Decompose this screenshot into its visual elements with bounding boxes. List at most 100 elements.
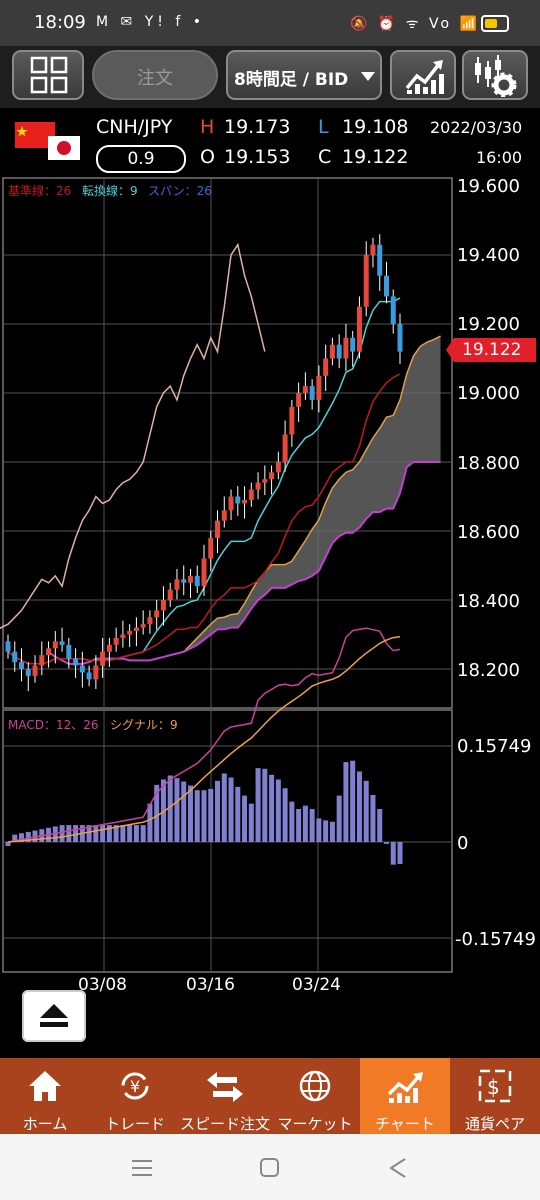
candle-body xyxy=(79,665,85,673)
candle-body xyxy=(181,579,187,583)
home-button-icon[interactable] xyxy=(259,1157,281,1179)
order-button[interactable]: 注文 xyxy=(92,50,218,100)
svg-text:$: $ xyxy=(487,1075,500,1099)
candle-body xyxy=(208,537,214,559)
legend-kijun: 基準線：26 xyxy=(8,184,72,198)
candle-body xyxy=(25,669,31,676)
y-tick: 19.400 xyxy=(457,245,520,266)
macd-histogram-bar xyxy=(100,825,106,842)
recent-apps-icon[interactable] xyxy=(130,1158,154,1178)
macd-histogram-bar xyxy=(120,825,126,842)
cloud-area xyxy=(48,336,441,664)
macd-histogram-bar xyxy=(93,825,99,842)
back-icon[interactable] xyxy=(388,1157,408,1179)
nav-trade[interactable]: ¥ トレード xyxy=(90,1058,180,1134)
macd-panel xyxy=(5,627,403,865)
macd-histogram-bar xyxy=(201,790,207,842)
candle-body xyxy=(52,641,58,649)
chikou-line xyxy=(0,242,266,630)
candle-body xyxy=(309,386,315,400)
candle-body xyxy=(296,393,302,407)
system-nav-bar xyxy=(0,1134,540,1200)
candle-body xyxy=(160,600,166,611)
quote-date: 2022/03/30 xyxy=(430,118,523,137)
spread-badge: 0.9 xyxy=(96,145,186,173)
candle-body xyxy=(73,658,79,666)
chart-type-button[interactable] xyxy=(390,50,456,100)
macd-histogram-bar xyxy=(282,788,288,842)
close-value: 19.122 xyxy=(342,146,409,168)
legend-span: スパン：26 xyxy=(148,184,212,198)
macd-histogram-bar xyxy=(356,771,362,842)
candle-body xyxy=(235,496,241,504)
macd-histogram-bar xyxy=(66,825,72,842)
macd-histogram-bar xyxy=(275,779,281,842)
macd-histogram-bar xyxy=(221,773,227,842)
candle-body xyxy=(12,651,18,663)
price-chart[interactable] xyxy=(0,176,540,998)
macd-panel-frame xyxy=(2,709,453,973)
y-tick: 18.800 xyxy=(457,453,520,474)
nav-market[interactable]: マーケット xyxy=(270,1058,360,1134)
macd-histogram-bar xyxy=(390,842,396,865)
low-value: 19.108 xyxy=(342,116,409,138)
macd-histogram-bar xyxy=(12,834,18,842)
x-tick: 03/16 xyxy=(186,975,235,995)
macd-histogram-bar xyxy=(343,762,349,842)
candle-body xyxy=(201,558,207,587)
candle-body xyxy=(187,575,193,583)
high-value: 19.173 xyxy=(224,116,291,138)
menu-grid-button[interactable] xyxy=(12,50,84,100)
japan-flag-icon xyxy=(48,136,80,160)
macd-histogram-bar xyxy=(248,803,254,842)
macd-histogram-bar xyxy=(113,825,119,842)
candle-body xyxy=(302,386,308,393)
nav-home[interactable]: ホーム xyxy=(0,1058,90,1134)
collapse-chart-button[interactable] xyxy=(22,990,86,1042)
candle-body xyxy=(106,644,112,652)
candle-body xyxy=(66,644,72,659)
chevron-down-icon xyxy=(361,72,375,81)
macd-tick: -0.15749 xyxy=(455,929,536,950)
candle-body xyxy=(248,489,254,500)
period-label: 8時間足 / BID xyxy=(234,70,349,90)
candle-body xyxy=(154,610,160,618)
macd-histogram-bar xyxy=(73,825,79,842)
system-status-icons: 🔕 ⏰ ᯤ Vo 📶 xyxy=(350,16,480,32)
grid-icon xyxy=(30,56,68,94)
candle-body xyxy=(336,344,342,359)
status-bar: 18:09 M ✉ Y! f • 🔕 ⏰ ᯤ Vo 📶 xyxy=(0,0,540,46)
y-tick: 19.000 xyxy=(457,383,520,404)
macd-histogram-bar xyxy=(52,826,58,842)
battery-icon xyxy=(481,15,509,32)
legend-macd: MACD：12、26 xyxy=(8,718,99,732)
macd-histogram-bar xyxy=(154,784,160,842)
candle-body xyxy=(86,672,92,680)
macd-histogram-bar xyxy=(194,790,200,842)
macd-histogram-bar xyxy=(208,788,214,842)
legend-signal: シグナル：9 xyxy=(110,718,178,732)
candle-body xyxy=(275,462,281,473)
macd-histogram-bar xyxy=(187,785,193,842)
nav-currency-pair[interactable]: $ 通貨ペア xyxy=(450,1058,540,1134)
nav-label: トレード xyxy=(104,1115,165,1133)
macd-histogram-bar xyxy=(215,780,221,842)
candle-body xyxy=(228,496,234,511)
nav-speed-order[interactable]: スピード注文 xyxy=(180,1058,270,1134)
candle-body xyxy=(363,255,369,307)
candle-body xyxy=(46,648,52,656)
macd-histogram-bar xyxy=(262,768,268,842)
currency-pair-icon: $ xyxy=(478,1069,512,1103)
chart-settings-button[interactable] xyxy=(462,50,528,100)
macd-histogram-bar xyxy=(296,808,302,842)
candle-body xyxy=(262,479,268,483)
notification-icons: M ✉ Y! f • xyxy=(96,14,205,30)
nav-chart[interactable]: チャート xyxy=(360,1058,450,1134)
macd-histogram-bar xyxy=(167,775,173,842)
svg-text:¥: ¥ xyxy=(130,1077,140,1096)
macd-histogram-bar xyxy=(363,780,369,842)
candle-body xyxy=(390,296,396,324)
candle-body xyxy=(221,510,227,521)
period-select[interactable]: 8時間足 / BID xyxy=(226,50,382,100)
macd-histogram-bar xyxy=(147,803,153,842)
